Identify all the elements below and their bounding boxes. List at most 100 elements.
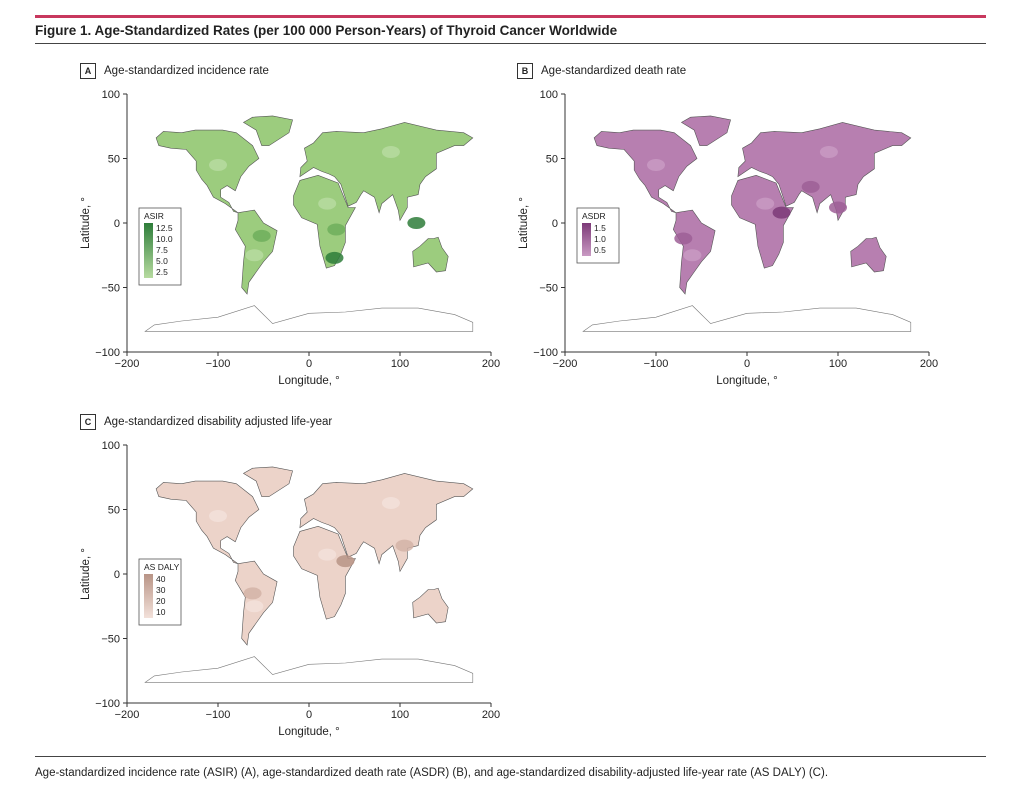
panel-a-letter: A [80,63,96,79]
y-tick-label: 50 [108,154,120,166]
x-axis-label: Longitude, ° [278,726,340,738]
panel-b-label: B Age-standardized death rate [517,63,686,79]
australia-landmass [850,236,887,273]
country-shade [381,497,400,510]
figure-title: Figure 1. Age-Standardized Rates (per 10… [35,23,618,38]
legend-colorbar [144,574,153,618]
country-shade [245,600,264,613]
x-tick-label: −100 [644,358,669,370]
legend-tick-label: 10.0 [156,234,173,244]
legend-tick-label: 1.5 [594,223,606,233]
antarctica-landmass [144,305,474,332]
country-shade [336,555,355,568]
legend-tick-label: 7.5 [156,245,168,255]
y-tick-label: −50 [539,283,558,295]
legend-tick-label: 0.5 [594,245,606,255]
country-shade [209,158,227,171]
x-tick-label: −100 [206,709,231,721]
panel-a-title: Age-standardized incidence rate [104,65,269,77]
x-tick-label: 200 [482,358,500,370]
country-shade [407,217,426,229]
country-shade [318,197,337,210]
legend-tick-label: 5.0 [156,256,168,266]
y-tick-label: 0 [114,569,120,581]
figure-caption: Age-standardized incidence rate (ASIR) (… [35,767,829,779]
x-tick-label: −200 [553,358,578,370]
country-shade [395,539,414,552]
greenland-landmass [242,115,293,146]
country-shade [325,251,344,264]
x-tick-label: 100 [391,709,409,721]
y-tick-label: 100 [102,440,120,452]
y-tick-label: 0 [114,218,120,230]
country-shade [829,201,847,214]
legend-title: ASIR [144,211,164,221]
country-shade [756,197,775,210]
x-tick-label: 0 [306,358,312,370]
y-tick-label: −50 [101,634,120,646]
country-shade [318,548,337,561]
y-tick-label: 0 [552,218,558,230]
country-shade [381,146,400,159]
legend-colorbar [144,223,153,278]
country-shade [674,232,693,245]
legend-tick-label: 2.5 [156,267,168,277]
y-tick-label: 50 [546,154,558,166]
title-rule [35,43,986,44]
y-tick-label: −50 [101,283,120,295]
country-shade [772,206,791,219]
africa-landmass [731,174,794,269]
x-tick-label: 0 [306,709,312,721]
north-america-landmass [155,480,260,564]
y-tick-label: 100 [102,89,120,101]
x-tick-label: −100 [206,358,231,370]
bottom-rule [35,756,986,757]
greenland-landmass [680,115,731,146]
australia-landmass [412,236,449,273]
y-tick-label: 50 [108,505,120,517]
antarctica-landmass [582,305,912,332]
country-shade [683,249,702,262]
country-shade [801,180,820,193]
country-shade [209,509,227,522]
x-tick-label: 200 [920,358,938,370]
y-axis-label: Latitude, ° [80,548,92,600]
panel-b-letter: B [517,63,533,79]
x-tick-label: 100 [391,358,409,370]
legend-tick-label: 40 [156,574,166,584]
y-tick-label: −100 [95,347,120,359]
x-tick-label: −200 [115,358,140,370]
legend-tick-label: 12.5 [156,223,173,233]
panel-b-title: Age-standardized death rate [541,65,687,77]
x-tick-label: −200 [115,709,140,721]
legend-tick-label: 10 [156,607,166,617]
africa-landmass [293,525,356,620]
x-axis-label: Longitude, ° [278,375,340,387]
eurasia-landmass [299,122,474,222]
africa-landmass [293,174,356,269]
y-axis-label: Latitude, ° [80,197,92,249]
y-tick-label: −100 [95,698,120,710]
greenland-landmass [242,466,293,497]
panel-a-label: A Age-standardized incidence rate [80,63,269,79]
country-shade [819,146,838,159]
top-rule [35,15,986,18]
y-axis-label: Latitude, ° [518,197,530,249]
north-america-landmass [593,129,698,213]
legend-colorbar [582,223,591,256]
country-shade [647,158,665,171]
y-tick-label: 100 [540,89,558,101]
antarctica-landmass [144,656,474,683]
x-tick-label: 200 [482,709,500,721]
legend-tick-label: 20 [156,596,166,606]
country-shade [252,229,271,242]
panel-c-letter: C [80,414,96,430]
x-tick-label: 0 [744,358,750,370]
australia-landmass [412,587,449,624]
y-tick-label: −100 [533,347,558,359]
legend-tick-label: 30 [156,585,166,595]
